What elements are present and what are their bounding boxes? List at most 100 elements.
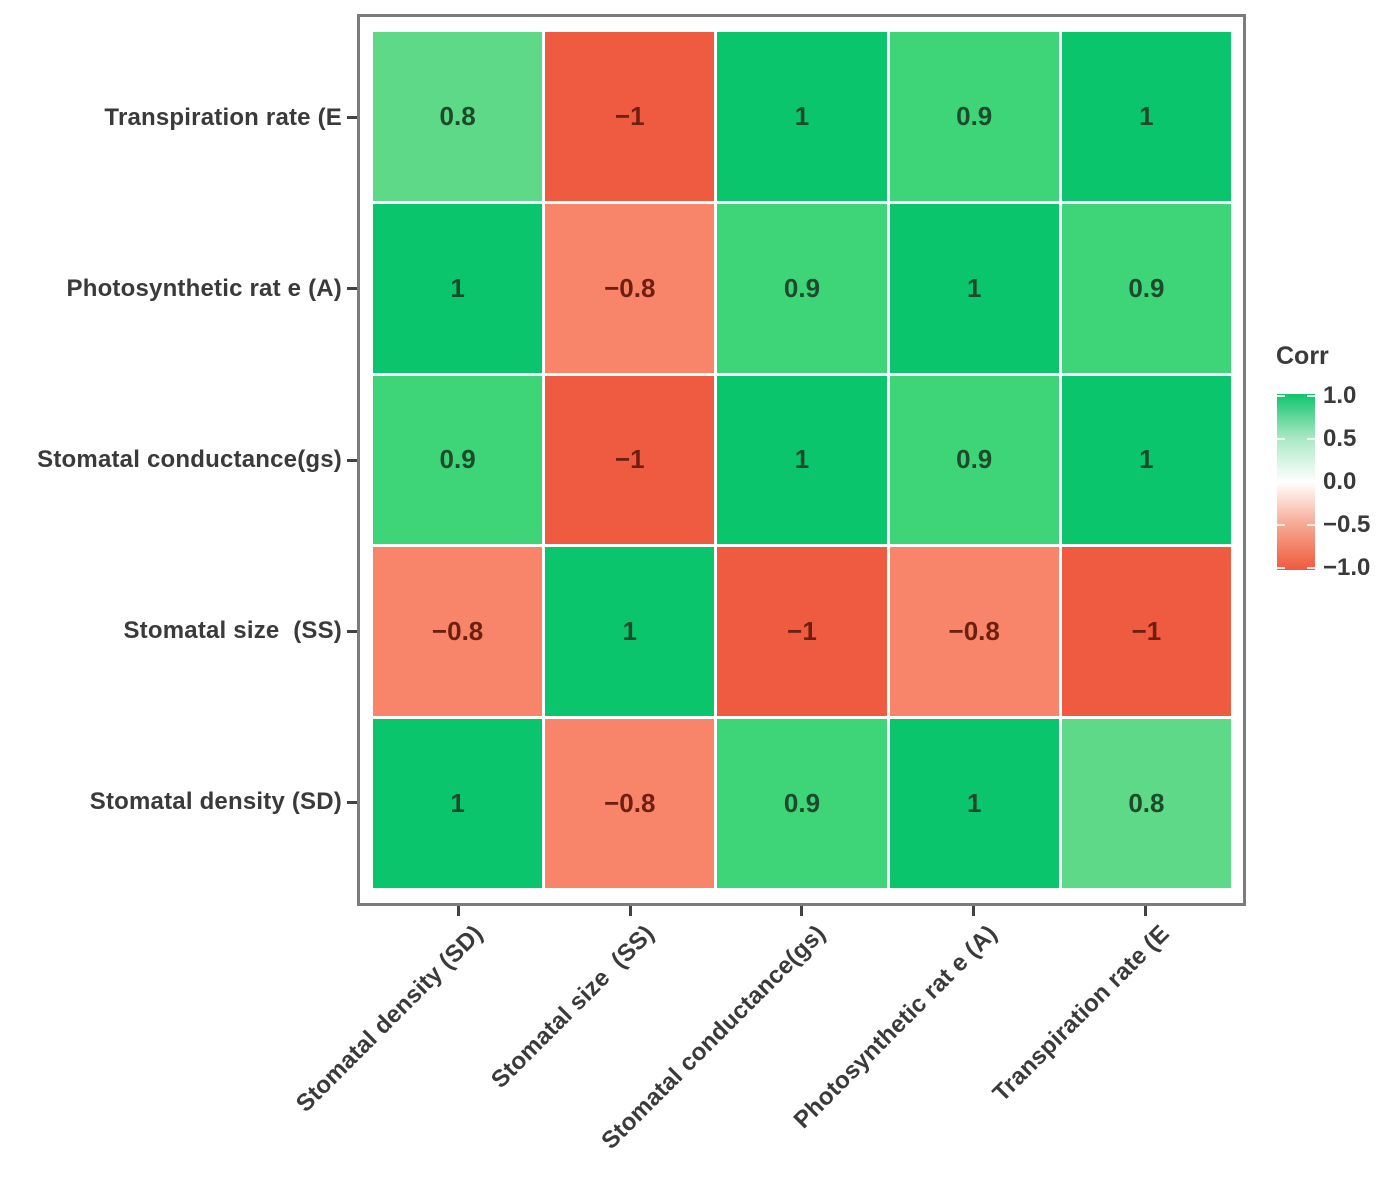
x-axis-tick (628, 906, 632, 916)
cell-value: −0.8 (431, 616, 484, 647)
y-axis-tick (347, 800, 357, 804)
cell-value: 0.9 (439, 444, 476, 475)
heatmap-grid: 0.8 −1 1 0.9 1 1 −0.8 0.9 1 0.9 0.9 −1 1 0.9 1 −0.8 1 −1 −… (373, 32, 1231, 888)
legend-bar-tick (1307, 524, 1315, 526)
heatmap-cell-r1c4: 0.9 (889, 32, 1059, 201)
cell-value: −1 (614, 444, 645, 475)
cell-value: −1 (614, 100, 645, 131)
legend-bar-tick (1277, 438, 1285, 440)
cell-value: 1 (622, 616, 638, 647)
heatmap-cell-r4c3: −1 (717, 547, 887, 717)
legend-bar-tick (1277, 395, 1285, 397)
y-tick-row (347, 717, 357, 888)
y-axis-label-row: Transpiration rate (E (0, 32, 342, 203)
x-label-slot: Transpiration rate (E (987, 918, 1231, 1176)
x-tick-slot (1059, 906, 1231, 916)
y-tick-row (347, 203, 357, 374)
cell-value: −1 (787, 616, 817, 647)
y-axis-tick (347, 116, 357, 120)
cell-value: 0.9 (1128, 272, 1165, 303)
heatmap-cell-r2c3: 0.9 (717, 203, 887, 373)
x-axis-tick (972, 906, 976, 916)
heatmap-cell-r4c2: 1 (545, 547, 715, 717)
y-axis-label-4: Stomatal size (SS) (123, 617, 342, 645)
heatmap-cell-r5c2: −0.8 (545, 719, 715, 888)
heatmap-cell-r3c2: −1 (545, 375, 715, 545)
y-axis-tick (347, 629, 357, 633)
x-tick-slot (545, 906, 717, 916)
heatmap-cell-r2c5: 0.9 (1061, 203, 1231, 373)
x-axis-ticks (373, 906, 1231, 916)
legend-tick-label-5: −1.0 (1323, 554, 1371, 581)
y-axis-label-row: Photosynthetic rat e (A) (0, 203, 342, 374)
heatmap-cell-r2c4: 1 (889, 203, 1059, 373)
cell-value: −0.8 (604, 272, 656, 303)
legend-bar-tick (1307, 395, 1315, 397)
cell-value: 0.8 (439, 100, 476, 131)
cell-value: 1 (794, 444, 810, 475)
legend-gradient-bar (1277, 394, 1315, 570)
heatmap-cell-r3c5: 1 (1061, 375, 1231, 545)
x-axis: Stomatal density (SD) Stomatal size (SS) S… (290, 918, 1231, 1176)
cell-value: 1 (794, 100, 810, 131)
cell-value: −0.8 (604, 788, 656, 819)
legend-tick-label-4: −0.5 (1323, 511, 1371, 538)
legend-bar-tick (1277, 567, 1285, 569)
y-axis-label-row: Stomatal size (SS) (0, 546, 342, 717)
x-axis-label-1: Stomatal density (SD) (290, 920, 488, 1118)
heatmap-cell-r5c3: 0.9 (717, 719, 887, 888)
cell-value: 1 (966, 788, 982, 819)
heatmap-cell-r1c5: 1 (1061, 32, 1231, 201)
legend-bar-tick (1277, 481, 1285, 483)
cell-value: −0.8 (948, 616, 1000, 647)
y-axis-tick (347, 287, 357, 291)
heatmap-cell-r4c4: −0.8 (889, 547, 1059, 717)
heatmap-cell-r1c1: 0.8 (373, 32, 543, 201)
x-axis-tick (1143, 906, 1147, 916)
cell-value: 0.9 (956, 100, 993, 131)
x-axis-tick (457, 906, 461, 916)
legend-tick-label-3: 0.0 (1323, 468, 1357, 495)
legend-tick-labels: 1.0 0.5 0.0 −0.5 −1.0 (1323, 382, 1386, 581)
y-axis-tick (347, 458, 357, 462)
cell-value: 1 (966, 272, 982, 303)
heatmap-cell-r5c1: 1 (373, 719, 543, 888)
y-axis-label-row: Stomatal conductance(gs) (0, 374, 342, 545)
y-axis-label-5: Stomatal density (SD) (89, 788, 342, 816)
cell-value: 0.9 (783, 272, 821, 303)
cell-value: 1 (450, 272, 465, 303)
heatmap-cell-r3c1: 0.9 (373, 375, 543, 545)
y-axis-label-row: Stomatal density (SD) (0, 717, 342, 888)
legend-bar-tick (1307, 481, 1315, 483)
y-axis-label-1: Transpiration rate (E (104, 103, 342, 131)
y-axis-ticks (347, 32, 357, 888)
x-tick-slot (716, 906, 888, 916)
cell-value: 1 (1139, 100, 1154, 131)
y-axis: Transpiration rate (E Photosynthetic rat … (0, 32, 342, 888)
legend-tick-label-1: 1.0 (1323, 382, 1357, 409)
heatmap-cell-r3c3: 1 (717, 375, 887, 545)
cell-value: −1 (1131, 616, 1162, 647)
x-tick-slot (888, 906, 1060, 916)
heatmap-cell-r3c4: 0.9 (889, 375, 1059, 545)
legend-bar-tick (1277, 524, 1285, 526)
legend-tick-label-2: 0.5 (1323, 425, 1357, 452)
heatmap-cell-r1c2: −1 (545, 32, 715, 201)
cell-value: 0.9 (956, 444, 993, 475)
legend-bar-tick (1307, 438, 1315, 440)
y-tick-row (347, 546, 357, 717)
x-axis-tick (800, 906, 804, 916)
cell-value: 1 (1139, 444, 1154, 475)
heatmap-cell-r5c4: 1 (889, 719, 1059, 888)
heatmap-cell-r5c5: 0.8 (1061, 719, 1231, 888)
heatmap-cell-r4c5: −1 (1061, 547, 1231, 717)
x-tick-slot (373, 906, 545, 916)
heatmap-cell-r4c1: −0.8 (373, 547, 543, 717)
y-axis-label-3: Stomatal conductance(gs) (37, 446, 342, 473)
heatmap-cell-r2c2: −0.8 (545, 203, 715, 373)
heatmap-cell-r1c3: 1 (717, 32, 887, 201)
cell-value: 0.8 (1128, 788, 1165, 819)
heatmap-cell-r2c1: 1 (373, 203, 543, 373)
legend-title: Corr (1276, 342, 1329, 370)
cell-value: 0.9 (783, 788, 821, 819)
